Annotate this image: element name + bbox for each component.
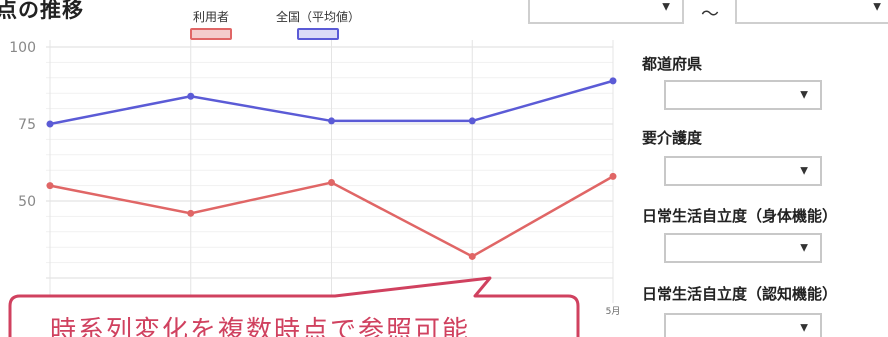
data-point[interactable]	[609, 172, 617, 180]
filter-label-cognitive-independence: 日常生活自立度（認知機能）	[642, 285, 838, 303]
data-point[interactable]	[328, 117, 335, 125]
y-tick-label: 50	[18, 194, 36, 210]
data-point[interactable]	[328, 179, 335, 187]
chevron-down-icon: ▼	[800, 242, 808, 254]
filter-label-care-level: 要介護度	[642, 129, 703, 147]
physical-independence-select[interactable]: ▼	[664, 233, 822, 263]
chevron-down-icon: ▼	[800, 89, 808, 101]
y-tick-label: 100	[9, 40, 36, 56]
callout-text: 時系列変化を複数時点で参照可能	[50, 316, 471, 337]
y-tick-label: 75	[18, 117, 36, 133]
data-point[interactable]	[46, 182, 54, 190]
chart-legend: 利用者 全国（平均値）	[190, 8, 360, 40]
data-point[interactable]	[468, 117, 476, 125]
prefecture-select[interactable]: ▼	[664, 80, 822, 110]
data-point[interactable]	[468, 252, 476, 260]
cognitive-independence-select[interactable]: ▼	[664, 313, 822, 337]
legend-label-national: 全国（平均値）	[276, 10, 361, 24]
data-point[interactable]	[46, 120, 54, 128]
legend-item-user[interactable]: 利用者	[190, 8, 232, 40]
chart-heading: 点の推移	[0, 0, 84, 22]
line-chart: 100 75 50 5月	[9, 40, 621, 317]
period-start-select[interactable]: ▼	[528, 0, 684, 24]
legend-label-user: 利用者	[192, 10, 229, 24]
filter-label-prefecture: 都道府県	[642, 55, 703, 73]
chevron-down-icon: ▼	[662, 1, 670, 13]
care-level-select[interactable]: ▼	[664, 156, 822, 186]
chevron-down-icon: ▼	[800, 165, 808, 177]
filter-label-physical-independence: 日常生活自立度（身体機能）	[642, 207, 838, 225]
period-end-select[interactable]: ▼	[735, 0, 888, 24]
chevron-down-icon: ▼	[800, 322, 808, 334]
data-point[interactable]	[609, 77, 617, 85]
legend-swatch-national	[297, 28, 339, 40]
chevron-down-icon: ▼	[873, 1, 881, 13]
legend-item-national[interactable]: 全国（平均値）	[276, 8, 360, 40]
x-tick-label: 5月	[606, 306, 621, 317]
legend-swatch-user	[190, 28, 232, 40]
data-point[interactable]	[187, 92, 195, 100]
period-separator: ～	[701, 4, 719, 25]
data-point[interactable]	[187, 209, 195, 217]
